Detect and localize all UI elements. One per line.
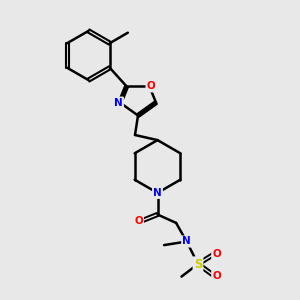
Text: N: N bbox=[153, 188, 162, 198]
Text: S: S bbox=[194, 257, 202, 271]
Text: O: O bbox=[212, 249, 221, 259]
Text: N: N bbox=[182, 236, 191, 247]
Text: O: O bbox=[134, 216, 143, 226]
Text: O: O bbox=[212, 271, 221, 281]
Text: O: O bbox=[146, 81, 155, 92]
Text: N: N bbox=[114, 98, 123, 108]
